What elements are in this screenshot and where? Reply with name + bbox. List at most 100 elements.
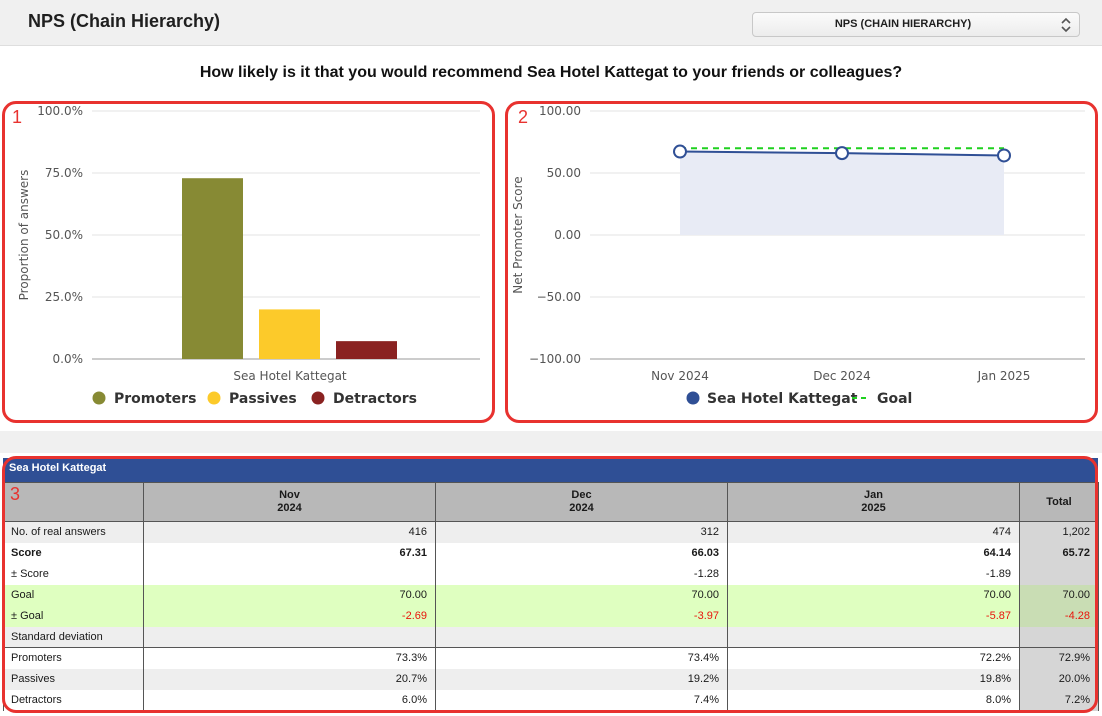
nps-trend-chart: −100.00 −50.00 0.00 50.00 100.00 Net Promoter… <box>511 104 1085 407</box>
table-title: Sea Hotel Kattegat <box>3 458 1098 482</box>
table-cell: 7.4% <box>435 689 728 711</box>
y-tick-label: 25.0% <box>45 290 83 304</box>
row-label: Detractors <box>3 689 144 711</box>
legend-label-goal[interactable]: Goal <box>877 391 912 407</box>
column-header-jan-2025[interactable]: Jan 2025 <box>727 482 1020 522</box>
total-cell: 20.0% <box>1019 668 1099 690</box>
legend-label-passives[interactable]: Passives <box>229 391 297 407</box>
table-cell: -1.28 <box>435 563 728 585</box>
y-tick-label: 100.0% <box>37 104 83 118</box>
legend-label-hotel[interactable]: Sea Hotel Kattegat <box>707 391 858 407</box>
row-label: Score <box>3 542 144 564</box>
nps-chart-panel: −100.00 −50.00 0.00 50.00 100.00 Net Promoter… <box>500 98 1102 428</box>
row-label: No. of real answers <box>3 521 144 543</box>
table-cell: -5.87 <box>727 605 1020 627</box>
row-label: Goal <box>3 584 144 606</box>
legend-marker-promoters <box>92 391 106 405</box>
row-label: Standard deviation <box>3 626 144 648</box>
row-label: Promoters <box>3 647 144 669</box>
y-tick-label: 0.00 <box>554 228 581 242</box>
x-tick-label: Nov 2024 <box>651 369 709 383</box>
total-cell <box>1019 626 1099 648</box>
y-tick-label: 50.00 <box>547 166 581 180</box>
page-title: NPS (Chain Hierarchy) <box>28 11 221 31</box>
table-cell <box>143 563 436 585</box>
table-cell: 70.00 <box>727 584 1020 606</box>
table-cell: 66.03 <box>435 542 728 564</box>
y-tick-label: −50.00 <box>537 290 581 304</box>
results-table-wrapper: Sea Hotel Kattegat Nov 2024 Dec 2024 Jan 20… <box>3 458 1099 711</box>
table-row: Goal 70.00 70.00 70.00 70.00 <box>3 584 1099 606</box>
annotation-label-1: 1 <box>12 107 23 127</box>
table-row: Promoters 73.3% 73.4% 72.2% 72.9% <box>3 647 1099 669</box>
column-header-nov-2024[interactable]: Nov 2024 <box>143 482 436 522</box>
table-cell: 474 <box>727 521 1020 543</box>
table-cell: 73.4% <box>435 647 728 669</box>
score-point[interactable] <box>835 146 849 161</box>
score-point[interactable] <box>997 148 1011 163</box>
table-cell: 73.3% <box>143 647 436 669</box>
table-row: Detractors 6.0% 7.4% 8.0% 7.2% <box>3 689 1099 711</box>
y-tick-label: 0.0% <box>53 352 84 366</box>
header-corner <box>3 482 144 522</box>
y-tick-label: 100.00 <box>539 104 581 118</box>
legend-marker-passives <box>207 391 221 405</box>
table-cell: 70.00 <box>143 584 436 606</box>
table-cell: 6.0% <box>143 689 436 711</box>
bar-promoters[interactable] <box>182 178 243 359</box>
row-label: ± Score <box>3 563 144 585</box>
table-row: ± Goal -2.69 -3.97 -5.87 -4.28 <box>3 605 1099 627</box>
table-cell: 67.31 <box>143 542 436 564</box>
total-cell: 72.9% <box>1019 647 1099 669</box>
table-cell: 70.00 <box>435 584 728 606</box>
y-tick-label: −100.00 <box>529 352 581 366</box>
table-row: Standard deviation <box>3 626 1099 648</box>
table-header-row: Nov 2024 Dec 2024 Jan 2025 Total <box>3 482 1099 522</box>
annotation-label-3: 3 <box>10 484 21 504</box>
table-row: Score 67.31 66.03 64.14 65.72 <box>3 542 1099 564</box>
total-cell: 65.72 <box>1019 542 1099 564</box>
survey-question: How likely is it that you would recommen… <box>199 64 903 81</box>
y-axis-title: Net Promoter Score <box>511 176 525 293</box>
table-cell: -2.69 <box>143 605 436 627</box>
total-cell: -4.28 <box>1019 605 1099 627</box>
table-row: Passives 20.7% 19.2% 19.8% 20.0% <box>3 668 1099 690</box>
x-tick-label: Dec 2024 <box>813 369 871 383</box>
annotation-label-2: 2 <box>518 107 529 127</box>
table-row: No. of real answers 416 312 474 1,202 <box>3 521 1099 543</box>
series-area <box>680 151 1004 235</box>
legend-marker-detractors <box>311 391 325 405</box>
proportion-chart: 0.0% 25.0% 50.0% 75.0% 100.0% Proportion of a… <box>17 104 480 407</box>
score-point[interactable] <box>673 144 687 159</box>
results-table: Nov 2024 Dec 2024 Jan 2025 Total No. of rea… <box>3 482 1099 711</box>
column-header-total[interactable]: Total <box>1019 482 1099 522</box>
report-select[interactable]: NPS (CHAIN HIERARCHY) <box>752 12 1080 37</box>
proportion-chart-panel: 0.0% 25.0% 50.0% 75.0% 100.0% Proportion of a… <box>0 98 500 428</box>
total-cell: 1,202 <box>1019 521 1099 543</box>
table-cell <box>143 626 436 648</box>
total-cell: 7.2% <box>1019 689 1099 711</box>
y-tick-label: 75.0% <box>45 166 83 180</box>
table-cell <box>727 626 1020 648</box>
y-tick-label: 50.0% <box>45 228 83 242</box>
row-label: ± Goal <box>3 605 144 627</box>
y-axis-title: Proportion of answers <box>17 170 31 301</box>
table-cell: 8.0% <box>727 689 1020 711</box>
column-header-dec-2024[interactable]: Dec 2024 <box>435 482 728 522</box>
bar-passives[interactable] <box>259 309 320 359</box>
page-header: NPS (Chain Hierarchy) NPS (CHAIN HIERARC… <box>0 0 1102 46</box>
legend-label-detractors[interactable]: Detractors <box>333 391 417 407</box>
table-row: ± Score -1.28 -1.89 <box>3 563 1099 585</box>
table-cell: 416 <box>143 521 436 543</box>
x-tick-label: Jan 2025 <box>977 369 1031 383</box>
report-select-value: NPS (CHAIN HIERARCHY) <box>834 18 972 30</box>
table-cell: 20.7% <box>143 668 436 690</box>
legend-label-promoters[interactable]: Promoters <box>114 391 196 407</box>
table-cell: 19.2% <box>435 668 728 690</box>
table-cell <box>435 626 728 648</box>
select-arrows-icon <box>1061 17 1071 33</box>
bar-detractors[interactable] <box>336 341 397 359</box>
table-cell: 312 <box>435 521 728 543</box>
table-cell: -3.97 <box>435 605 728 627</box>
table-cell: 64.14 <box>727 542 1020 564</box>
